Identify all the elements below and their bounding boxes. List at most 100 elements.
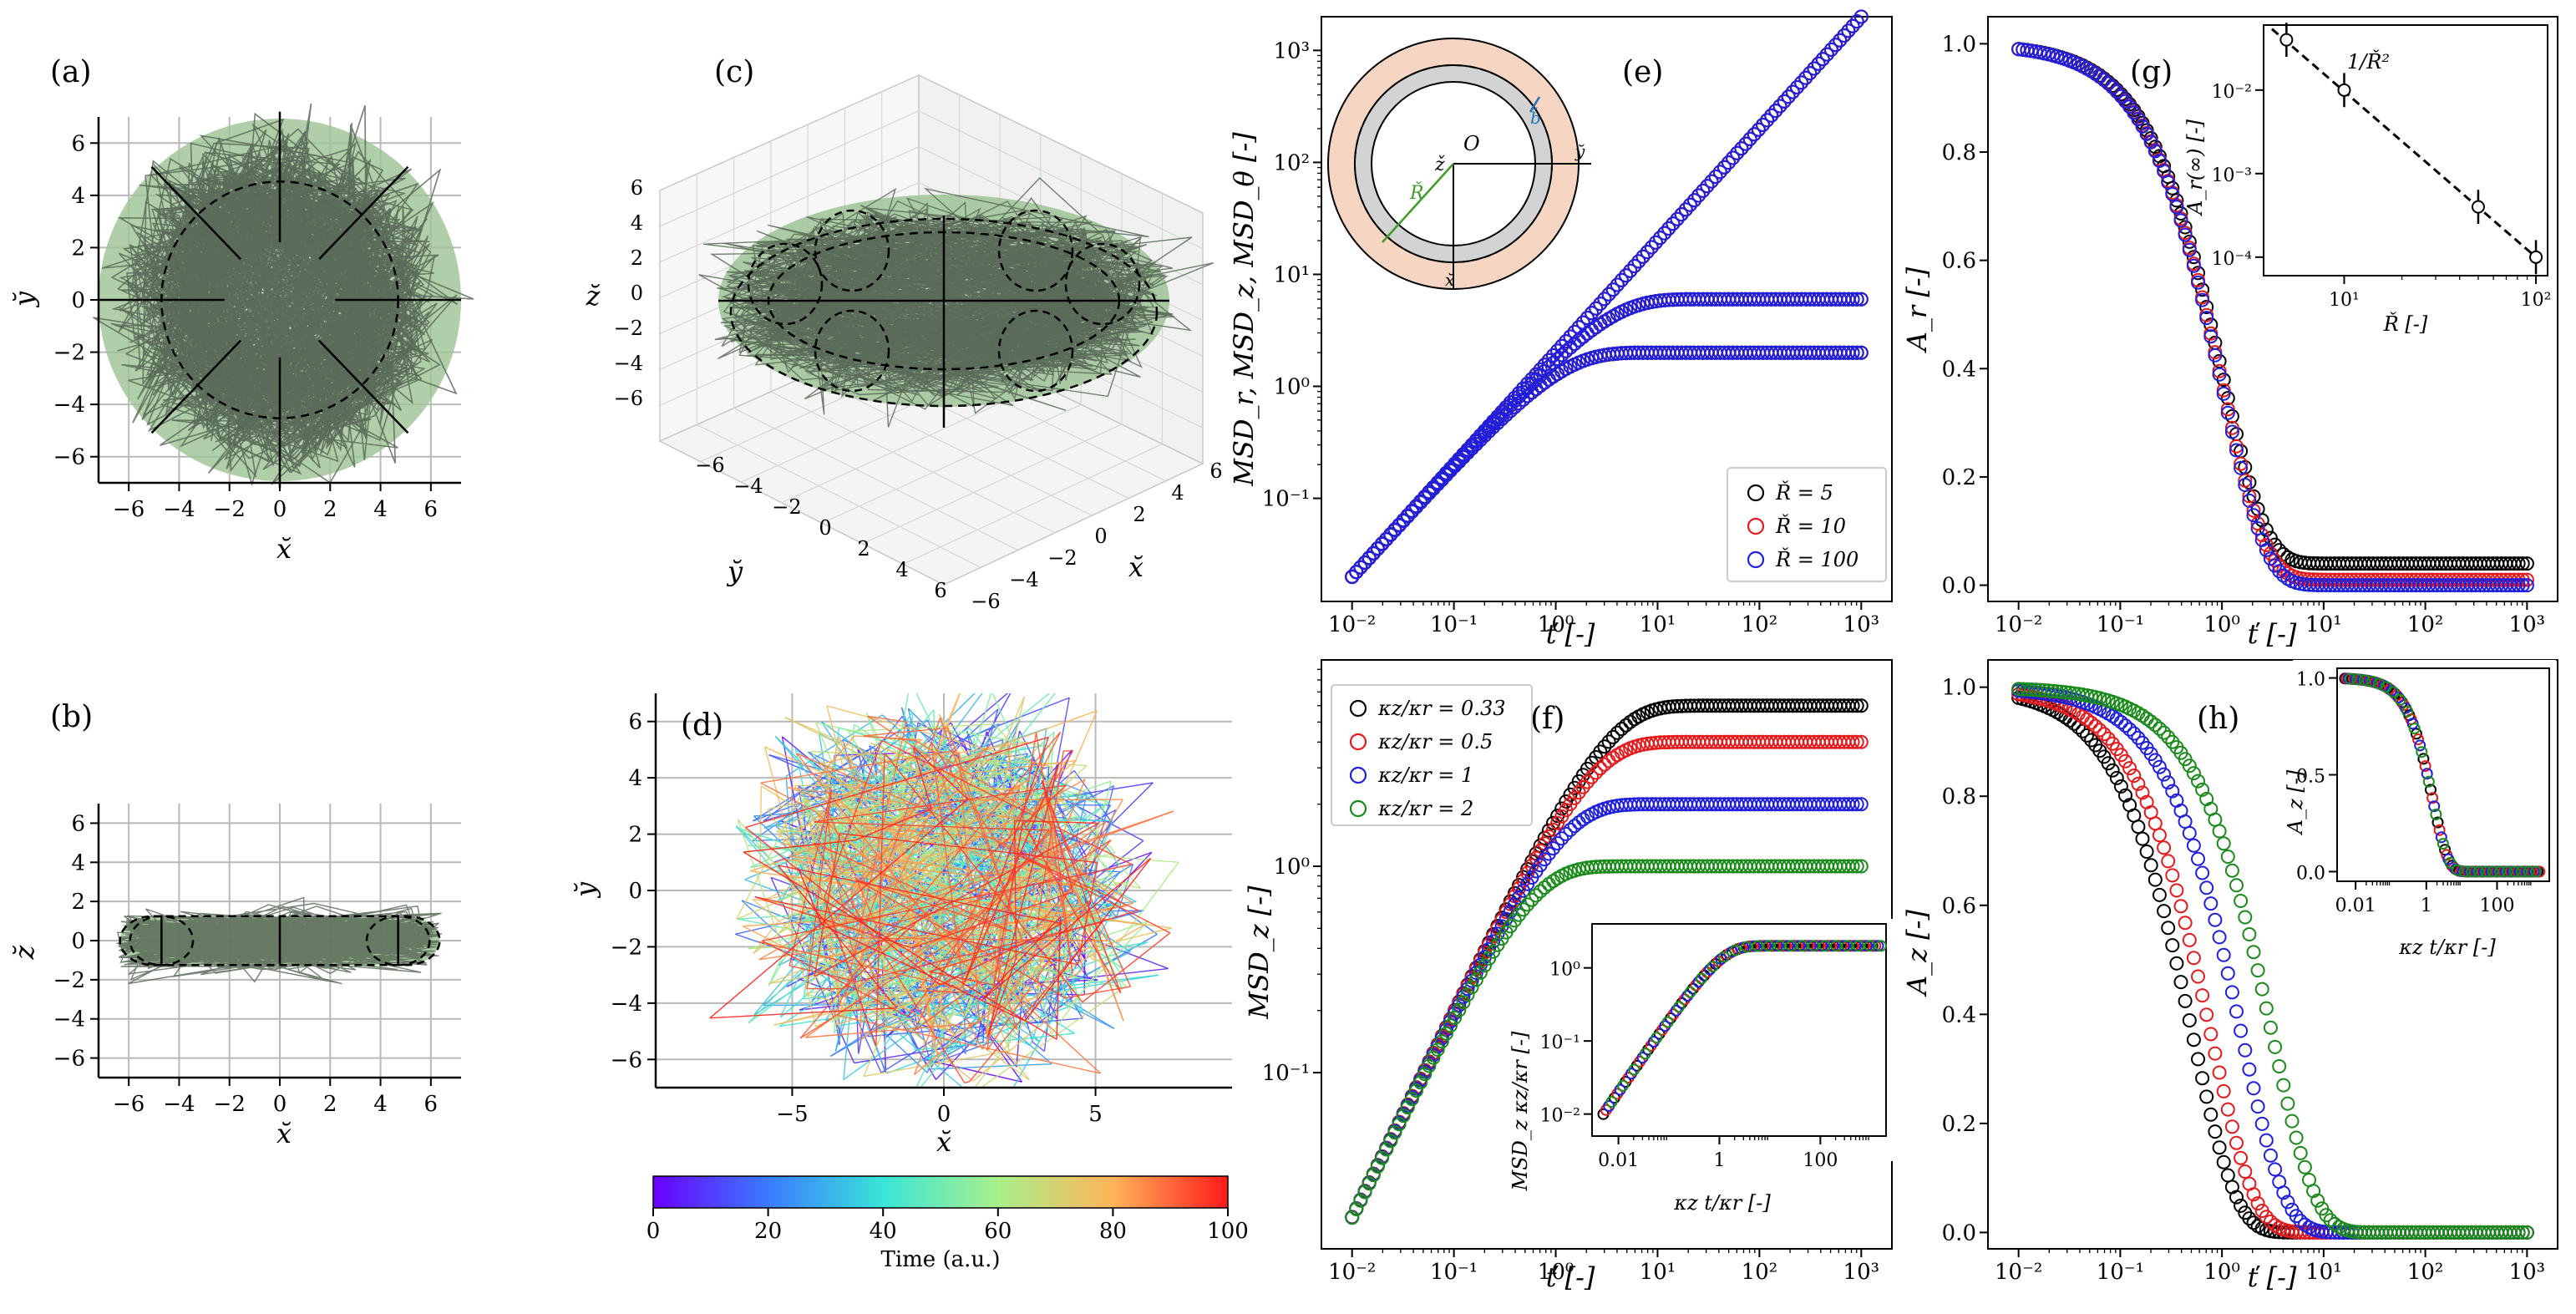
trajectory-step: [785, 776, 793, 848]
trajectory-step: [1065, 986, 1131, 999]
inset-marker-f-3: [1605, 1096, 1618, 1109]
marker-f-3: [1409, 1083, 1423, 1098]
axes-frame: [1321, 16, 1893, 602]
y-tick-label: 10⁻²: [2212, 82, 2252, 103]
trajectory-step: [1053, 826, 1073, 974]
marker-e-2-msd-r: [1580, 326, 1595, 341]
trajectory-step: [834, 1014, 1101, 1074]
y-tick-label: 6: [71, 131, 85, 156]
colorbar-tick-label: 0: [647, 1219, 661, 1244]
marker-e-2-msd-r: [1490, 411, 1505, 426]
marker-e-2-msd-z: [1345, 570, 1360, 585]
inset-marker-h-2: [2435, 831, 2447, 844]
inset-marker-h-3: [2344, 672, 2356, 685]
legend-label-f-0: κz/κr = 0.33: [1377, 697, 1505, 720]
marker-e-2-msd-z: [1486, 419, 1501, 434]
marker-g-2: [2216, 386, 2231, 401]
x-tick-label: 10⁻²: [1995, 612, 2042, 637]
panel-c: (c) −6 −4 −2 0 2 4 6 −6 −4 −2 0 2 4 6 −6 −4 −2 0 2 4 6 y̆ x̆…: [586, 55, 1223, 613]
ylabel-c: x̆: [1128, 551, 1143, 583]
marker-h-0: [2191, 1052, 2205, 1067]
marker-e-2-msd-theta: [1781, 89, 1796, 104]
marker-f-3: [1434, 1034, 1449, 1049]
marker-e-2-msd-theta: [1704, 174, 1719, 189]
marker-e-2-msd-z: [1512, 396, 1526, 411]
trajectory-step: [799, 787, 1033, 915]
trajectory-step: [814, 822, 1099, 977]
marker-h-0: [2203, 1107, 2219, 1122]
trajectory-step: [789, 965, 857, 982]
trajectory-step: [743, 840, 855, 853]
trajectory-step: [964, 763, 1060, 982]
trajectory-segment: [115, 896, 442, 985]
x-tick-label: 4: [373, 497, 388, 522]
marker-e-2-msd-theta: [1815, 52, 1830, 67]
panel-label-h: (h): [2197, 702, 2239, 736]
trajectory-step: [825, 807, 833, 858]
trajectory-segment: [101, 118, 459, 473]
marker-f-3: [1417, 1067, 1433, 1082]
inset-marker-h-2: [2421, 768, 2433, 780]
cross-section-ellipse-3: [997, 309, 1074, 393]
radial-guide-line: [317, 339, 409, 434]
trajectory-step: [809, 820, 956, 1037]
guides-c: [718, 209, 1169, 428]
trajectory-step: [938, 775, 942, 1031]
trajectory-step: [1014, 819, 1099, 824]
marker-h-2: [2234, 1023, 2249, 1038]
floor-grid-line: [807, 374, 1093, 516]
marker-h-3: [2263, 1020, 2278, 1035]
marker-g-2: [2101, 76, 2116, 91]
marker-e-2-msd-z: [1473, 433, 1488, 447]
trajectory-step: [944, 933, 1158, 1058]
marker-e-2-msd-theta: [1742, 131, 1757, 146]
trajectory-step: [1041, 779, 1122, 994]
marker-h-0: [2195, 1071, 2210, 1086]
z-tick-label: 2: [631, 246, 643, 270]
marker-h-1: [2229, 1135, 2244, 1150]
trajectory-step: [1051, 861, 1179, 1035]
xlabel-c: y̆: [726, 556, 743, 587]
inset-marker-h-3: [2515, 865, 2528, 878]
marker-g-2: [2229, 443, 2244, 458]
inset-marker-f-3: [1874, 940, 1887, 952]
inset-marker-f-3: [1696, 972, 1707, 985]
inset-marker-h-3: [2416, 746, 2428, 758]
x-tick-label: 0: [1094, 525, 1107, 548]
marker-h-2: [2238, 1043, 2253, 1058]
marker-f-3: [1413, 1075, 1428, 1090]
panel-label-c: (c): [714, 55, 754, 89]
cross-section-ellipse-1: [1064, 242, 1141, 326]
marker-e-2-msd-theta: [1751, 122, 1766, 137]
cross-section-ellipse-0: [747, 242, 824, 326]
guides-a: [99, 111, 461, 489]
marker-f-3: [1443, 1018, 1458, 1033]
marker-h-1: [2157, 840, 2172, 855]
trajectory-step: [941, 728, 1039, 778]
trajectory-step: [826, 764, 1088, 997]
inset-marker-h-3: [2523, 865, 2535, 878]
trajectory-step: [959, 809, 1033, 1030]
marker-g-2: [2259, 543, 2274, 557]
legend-label-e-1: Ř = 10: [1775, 514, 1846, 538]
marker-g-2: [2186, 258, 2201, 273]
marker-h-2: [2224, 985, 2239, 1000]
marker-e-2-msd-theta: [1785, 84, 1800, 99]
marker-h-2: [2182, 825, 2197, 840]
marker-e-2-msd-theta: [1833, 33, 1848, 48]
colorbar-tick-label: 20: [754, 1219, 782, 1244]
wall-grid-line: [659, 110, 920, 227]
marker-e-2-msd-z: [1400, 509, 1415, 524]
marker-h-3: [2195, 782, 2210, 797]
plot-e: 10⁻² 10⁻¹ 10⁰ 10¹ 10² 10³ 10⁻¹ 10⁰ 10¹ 10² 10³: [1262, 9, 1893, 637]
marker-e-2-msd-z: [1438, 468, 1453, 483]
x-tick-label: 10⁻²: [1328, 612, 1376, 637]
marker-g-2: [2105, 80, 2120, 95]
marker-e-2-msd-z: [1422, 486, 1437, 500]
trajectory-step: [981, 916, 1062, 1002]
trajectory-step: [834, 751, 951, 756]
x-tick-label: 10¹: [2329, 290, 2360, 311]
y-tick-label: 0: [628, 879, 642, 904]
x-tick-label: 6: [424, 1092, 439, 1117]
